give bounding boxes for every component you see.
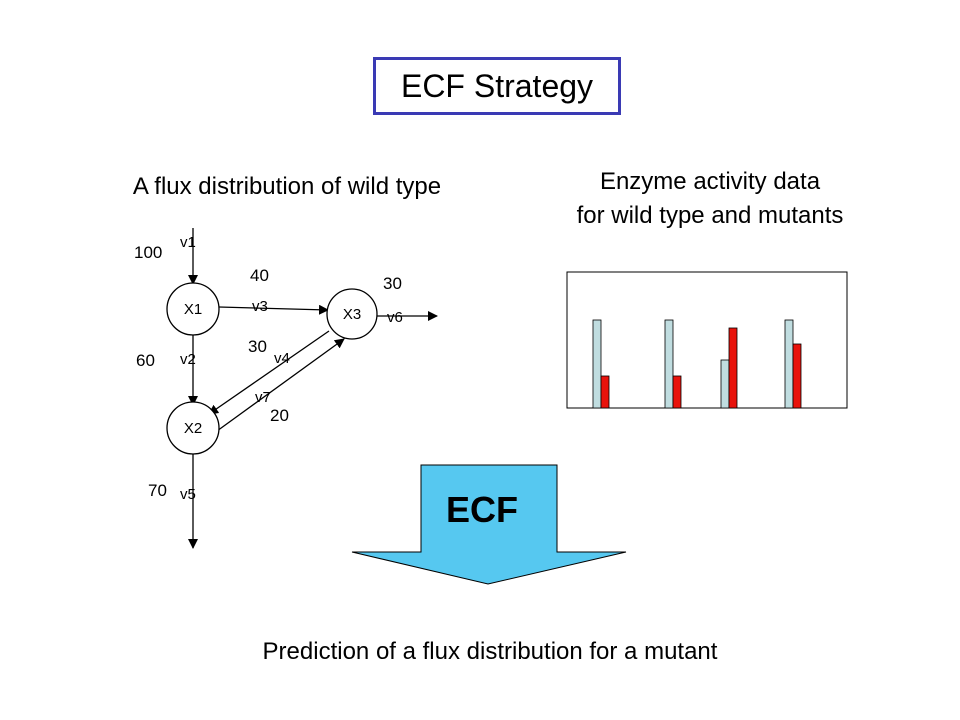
reaction-v4-label: v4 (274, 350, 290, 367)
bar-wild-type-2 (664, 319, 674, 409)
title-box: ECF Strategy (373, 57, 621, 115)
flux-v3-value: 40 (250, 266, 269, 285)
bar-wild-type-1 (592, 319, 602, 409)
enzyme-activity-heading: Enzyme activity data for wild type and m… (520, 165, 900, 233)
bar-mutant-4 (792, 343, 802, 409)
flux-v4-value: 30 (248, 337, 267, 356)
enzyme-heading-line1: Enzyme activity data (599, 168, 821, 195)
enzyme-heading-line2: for wild type and mutants (576, 202, 844, 229)
page-title: ECF Strategy (400, 67, 594, 104)
node-x1-label: X1 (184, 301, 202, 318)
flux-v2-value: 60 (136, 351, 155, 370)
ecf-arrow (351, 464, 627, 585)
reaction-v2-label: v2 (180, 351, 196, 368)
reaction-v5-label: v5 (180, 486, 196, 503)
reaction-v6-label: v6 (387, 309, 403, 326)
bar-wild-type-3 (720, 359, 730, 409)
flux-v5-value: 70 (148, 481, 167, 500)
node-x3 (326, 288, 378, 340)
ecf-arrow-label: ECF (446, 489, 518, 530)
enzyme-activity-chart (566, 271, 848, 409)
bar-mutant-3 (728, 327, 738, 409)
v4-arrow (208, 330, 330, 415)
reaction-v7-label: v7 (255, 389, 271, 406)
reaction-v1-label: v1 (180, 234, 196, 251)
node-x2 (166, 401, 220, 455)
flux-v7-value: 20 (270, 406, 289, 425)
node-x3-label: X3 (343, 306, 361, 323)
flux-v1-value: 100 (134, 243, 162, 262)
bar-mutant-2 (672, 375, 682, 409)
prediction-heading: Prediction of a flux distribution for a … (262, 638, 718, 665)
node-x1 (166, 282, 220, 336)
v3-arrow (218, 304, 329, 315)
reaction-v3-label: v3 (252, 298, 268, 315)
bar-wild-type-4 (784, 319, 794, 409)
v7-arrow (216, 338, 345, 432)
metabolic-network: X1 X2 X3 v1 v2 v3 v4 v5 v6 v7 100 60 40 … (134, 228, 438, 549)
bar-mutant-1 (600, 375, 610, 409)
node-x2-label: X2 (184, 420, 202, 437)
flux-distribution-heading: A flux distribution of wild type (132, 173, 442, 200)
flux-v6-value: 30 (383, 274, 402, 293)
